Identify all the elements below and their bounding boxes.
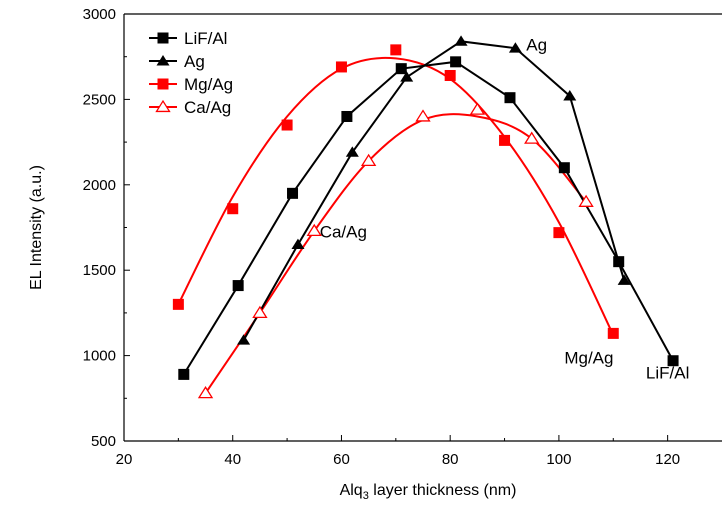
y-axis-title: EL Intensity (a.u.)	[28, 165, 45, 290]
data-point-ca-ag	[524, 131, 540, 144]
y-tick-label: 1000	[83, 348, 116, 365]
data-point-ag	[400, 71, 414, 82]
fit-curve-mg-ag	[177, 56, 615, 336]
data-point-lif-al	[178, 368, 190, 380]
data-point-ca-ag	[252, 305, 268, 319]
series-markers	[172, 35, 679, 399]
x-tick-label: 40	[224, 451, 241, 468]
data-point-mg-ag	[281, 119, 293, 131]
data-point-lif-al	[667, 355, 679, 367]
legend: LiF/Al Ag Mg/Ag Ca/Ag	[149, 29, 233, 117]
data-point-lif-al	[287, 187, 299, 199]
data-point-ag	[563, 90, 577, 101]
series-annotation: Mg/Ag	[564, 348, 613, 367]
legend-label: LiF/Al	[184, 29, 227, 48]
data-point-lif-al	[341, 110, 353, 122]
x-tick-label: 60	[333, 451, 350, 468]
x-axis-title: Alq3 layer thickness (nm)	[340, 482, 517, 502]
legend-label: Ca/Ag	[184, 98, 231, 117]
x-tick-label: 100	[546, 451, 571, 468]
y-tick-label: 3000	[83, 6, 116, 23]
data-point-ag	[345, 146, 359, 157]
data-point-lif-al	[450, 56, 462, 68]
data-point-ag	[454, 35, 468, 46]
data-point-ag	[617, 274, 631, 285]
legend-marker	[155, 99, 171, 113]
legend-marker	[156, 55, 170, 66]
data-point-lif-al	[395, 63, 407, 75]
data-point-ag	[508, 42, 522, 53]
plot-area	[124, 14, 722, 441]
data-point-lif-al	[613, 256, 625, 268]
data-point-mg-ag	[607, 327, 619, 339]
x-tick-label: 120	[655, 451, 680, 468]
series-annotation: LiF/Al	[646, 364, 689, 383]
plot-background	[124, 14, 722, 441]
x-tick-label: 80	[442, 451, 459, 468]
x-tick-label: 20	[116, 451, 133, 468]
data-point-lif-al	[558, 162, 570, 174]
axes: 20 40 60 80 100 120 500 1000 1500 2000 2500 3000 Alq…	[28, 6, 722, 502]
legend-label: Ag	[184, 52, 205, 71]
series-annotation: Ag	[526, 36, 547, 55]
data-point-mg-ag	[390, 44, 402, 56]
data-point-ag	[237, 334, 251, 345]
data-point-mg-ag	[227, 203, 239, 215]
data-point-ca-ag	[306, 223, 322, 237]
data-point-mg-ag	[172, 298, 184, 310]
legend-label: Mg/Ag	[184, 75, 233, 94]
y-tick-label: 500	[91, 433, 116, 450]
annotations: Ag Ca/Ag Mg/Ag LiF/Al	[320, 36, 690, 383]
y-tick-label: 2500	[83, 91, 116, 108]
data-point-mg-ag	[553, 227, 565, 239]
data-point-lif-al	[504, 92, 516, 104]
data-point-lif-al	[232, 280, 244, 292]
series-lines	[182, 40, 674, 375]
series-line-lif-al	[182, 60, 674, 375]
data-point-ag	[291, 238, 305, 250]
data-point-ca-ag	[360, 153, 377, 166]
data-point-ca-ag	[197, 386, 214, 399]
y-tick-label: 2000	[83, 177, 116, 194]
series-annotation: Ca/Ag	[320, 223, 367, 242]
data-point-ca-ag	[469, 102, 486, 115]
y-tick-label: 1500	[83, 262, 116, 279]
data-point-mg-ag	[444, 69, 456, 81]
legend-marker	[157, 78, 169, 90]
data-point-mg-ag	[499, 134, 511, 146]
legend-marker	[157, 32, 169, 44]
series-line-ag	[242, 40, 626, 341]
data-point-ca-ag	[578, 194, 594, 207]
data-point-mg-ag	[335, 61, 347, 73]
data-point-ca-ag	[415, 109, 431, 122]
